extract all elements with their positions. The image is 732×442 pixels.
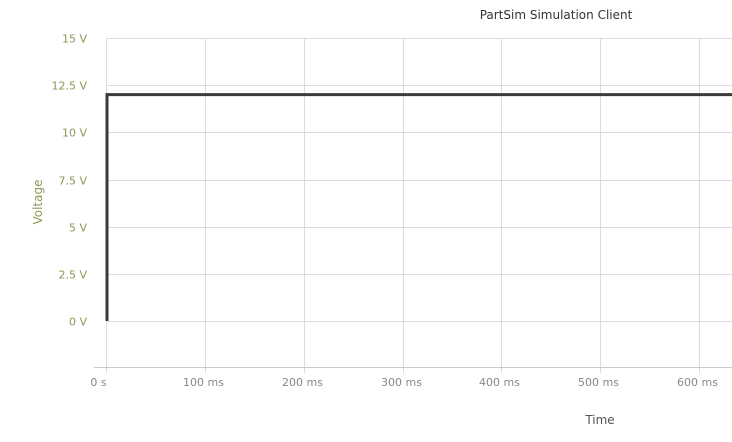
x-tick-label: 400 ms xyxy=(479,376,520,389)
y-axis-ticks: 15 V 12.5 V 10 V 7.5 V 5 V 2.5 V 0 V xyxy=(51,33,87,329)
chart-title: PartSim Simulation Client xyxy=(480,8,633,22)
x-tick-label: 600 ms xyxy=(677,376,718,389)
x-tick-label: 0 s xyxy=(90,376,106,389)
voltage-series-line xyxy=(105,93,732,321)
y-tick-label: 2.5 V xyxy=(58,269,87,282)
series-layer xyxy=(105,93,732,321)
x-tick-label: 500 ms xyxy=(578,376,619,389)
x-tick-label: 200 ms xyxy=(282,376,323,389)
y-tick-label: 7.5 V xyxy=(58,175,87,188)
x-tick-label: 300 ms xyxy=(381,376,422,389)
y-tick-label: 15 V xyxy=(62,33,87,46)
y-tick-label: 12.5 V xyxy=(51,80,87,93)
y-tick-label: 0 V xyxy=(69,316,87,329)
grid xyxy=(106,38,732,373)
y-tick-label: 5 V xyxy=(69,222,87,235)
y-axis-label: Voltage xyxy=(31,179,45,224)
x-axis-label: Time xyxy=(584,413,614,427)
x-tick-label: 100 ms xyxy=(183,376,224,389)
y-tick-label: 10 V xyxy=(62,127,87,140)
x-axis-ticks: 0 s 100 ms 200 ms 300 ms 400 ms 500 ms 600 ms xyxy=(90,376,718,389)
